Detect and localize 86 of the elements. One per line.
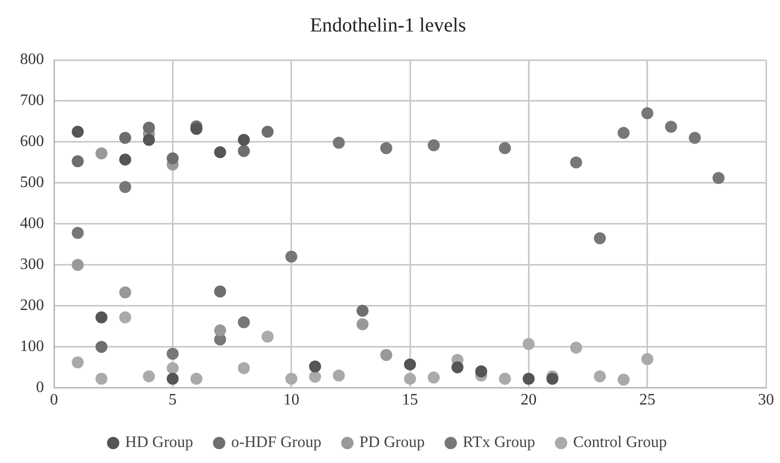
point [309, 370, 322, 383]
point [214, 286, 226, 298]
point [641, 107, 654, 120]
point [166, 348, 179, 360]
point [404, 358, 416, 370]
point [119, 286, 132, 298]
point [95, 340, 108, 353]
point [332, 370, 345, 382]
point [618, 374, 630, 386]
y-tick-label: 0 [36, 379, 44, 396]
legend-label: o-HDF Group [231, 434, 322, 452]
point [404, 372, 416, 385]
point [498, 372, 511, 385]
point [72, 258, 84, 271]
x-tick-label: 0 [50, 392, 58, 409]
x-tick-label: 5 [168, 392, 177, 409]
point [190, 122, 202, 135]
x-tick-label: 10 [283, 392, 300, 409]
point [498, 142, 511, 154]
point [72, 155, 84, 168]
y-tick-label: 800 [20, 51, 44, 68]
y-tick-label: 500 [20, 174, 44, 192]
point [475, 365, 488, 378]
point [166, 362, 179, 374]
legend-label: Control Group [573, 434, 667, 452]
point [95, 372, 108, 385]
point [688, 132, 701, 144]
point [238, 316, 250, 328]
point [570, 342, 582, 354]
point [522, 338, 535, 350]
point [428, 139, 440, 152]
x-tick-label: 30 [758, 392, 774, 409]
point [285, 250, 298, 263]
point [214, 324, 226, 336]
point [618, 126, 630, 139]
point [309, 360, 322, 372]
point [380, 349, 392, 362]
point [214, 146, 226, 158]
point [95, 311, 108, 324]
point [332, 136, 345, 149]
y-tick-label: 200 [20, 297, 44, 314]
point [142, 370, 155, 382]
chart-title: Endothelin-1 levels [310, 14, 466, 36]
point [190, 372, 202, 385]
point [119, 311, 132, 324]
point [594, 370, 606, 382]
point [570, 156, 582, 168]
point [119, 181, 132, 194]
y-tick-label: 400 [20, 215, 44, 232]
point [166, 152, 179, 164]
point [665, 120, 678, 133]
point [451, 361, 464, 374]
point [95, 147, 108, 160]
point [238, 134, 250, 146]
point [238, 144, 250, 157]
x-tick-label: 20 [520, 392, 537, 409]
y-tick-label: 600 [20, 133, 44, 150]
point [380, 142, 392, 154]
point [72, 126, 84, 138]
point [262, 126, 274, 138]
y-tick-label: 300 [20, 256, 44, 274]
point [356, 318, 369, 330]
point [72, 356, 84, 368]
point [166, 372, 179, 385]
point [142, 122, 155, 134]
point [356, 304, 369, 317]
point [238, 362, 250, 374]
y-tick-label: 700 [20, 92, 44, 110]
point [262, 330, 274, 343]
legend-label: RTx Group [462, 434, 536, 452]
legend-label: PD Group [359, 434, 425, 452]
point [594, 232, 606, 244]
point [712, 172, 725, 184]
x-tick-label: 25 [639, 392, 656, 409]
point [119, 132, 132, 144]
point [522, 372, 535, 385]
point [641, 353, 654, 366]
point [119, 154, 132, 166]
point [72, 226, 84, 239]
point [428, 372, 440, 384]
point [285, 372, 298, 385]
y-tick-label: 100 [20, 338, 44, 356]
x-tick-label: 15 [402, 392, 418, 409]
legend-label: HD Group [125, 434, 194, 452]
point [142, 134, 155, 146]
point [546, 372, 558, 385]
